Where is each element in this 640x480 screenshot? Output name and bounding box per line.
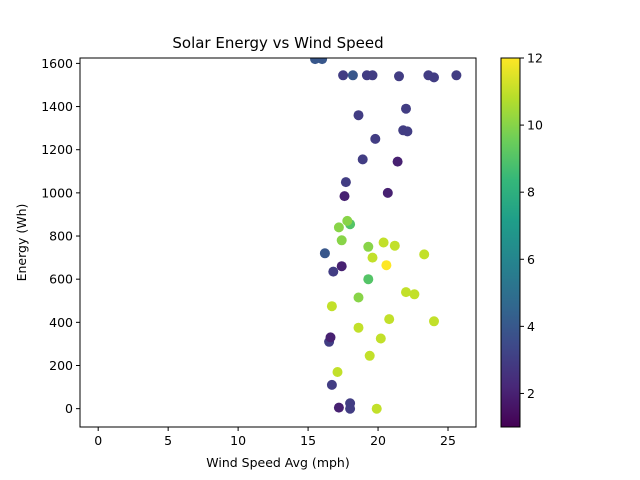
scatter-point-47 xyxy=(328,266,339,277)
colorbar xyxy=(500,57,521,428)
x-axis-label: Wind Speed Avg (mph) xyxy=(206,455,349,470)
scatter-point-8 xyxy=(401,103,411,114)
x-tick-label: 25 xyxy=(440,433,456,448)
y-axis: 0 200 400 600 800 1000 1200 1400 1600 xyxy=(41,56,80,416)
scatter-point-12 xyxy=(370,133,381,144)
scatter-point-50 xyxy=(310,58,321,65)
x-tick-label: 10 xyxy=(230,433,246,448)
y-tick-label: 600 xyxy=(49,272,73,287)
x-tick-label: 5 xyxy=(164,433,172,448)
scatter-point-29 xyxy=(401,287,411,298)
y-tick-label: 0 xyxy=(65,401,73,416)
scatter-point-5 xyxy=(367,70,378,81)
scatter-point-26 xyxy=(381,260,392,271)
scatter-point-28 xyxy=(363,274,374,285)
scatter-point-48 xyxy=(319,248,330,259)
scatter-point-39 xyxy=(371,403,382,414)
scatter-point-23 xyxy=(378,237,389,248)
scatter-point-14 xyxy=(382,187,393,198)
scatter-point-10 xyxy=(402,126,413,137)
scatter-point-25 xyxy=(367,252,378,263)
scatter-point-34 xyxy=(429,316,439,327)
x-tick-label: 20 xyxy=(370,433,386,448)
scatter-point-7 xyxy=(338,70,349,81)
colorbar-tick-label: 6 xyxy=(527,252,535,267)
scatter-point-13 xyxy=(392,156,403,167)
y-tick-label: 400 xyxy=(49,315,73,330)
y-tick-label: 1000 xyxy=(41,185,73,200)
scatter-point-17 xyxy=(339,191,350,202)
scatter-point-3 xyxy=(394,71,404,82)
x-tick-label: 15 xyxy=(300,433,316,448)
scatter-points xyxy=(310,58,462,414)
scatter-point-24 xyxy=(389,240,400,251)
y-tick-label: 200 xyxy=(49,358,73,373)
y-tick-label: 1400 xyxy=(41,99,73,114)
y-tick-label: 800 xyxy=(49,229,73,244)
y-tick-label: 1600 xyxy=(41,56,73,71)
scatter-point-46 xyxy=(336,261,347,272)
scatter-point-37 xyxy=(364,350,375,361)
scatter-point-21 xyxy=(336,235,347,246)
scatter-point-20 xyxy=(333,222,344,233)
colorbar-tick-label: 4 xyxy=(527,319,535,334)
scatter-point-36 xyxy=(375,333,386,344)
scatter-point-35 xyxy=(353,322,364,333)
scatter-point-33 xyxy=(384,314,395,325)
colorbar-tick-label: 8 xyxy=(527,185,535,200)
scatter-point-27 xyxy=(419,249,430,260)
colorbar-tick-label: 10 xyxy=(527,118,543,133)
scatter-point-41 xyxy=(345,403,356,414)
colorbar-tick-label: 2 xyxy=(527,386,535,401)
scatter-point-32 xyxy=(326,301,337,312)
scatter-point-45 xyxy=(325,332,336,343)
x-tick-label: 0 xyxy=(94,433,102,448)
scatter-point-43 xyxy=(333,402,344,413)
scatter-point-16 xyxy=(340,177,351,188)
scatter-point-19 xyxy=(342,215,353,226)
colorbar-tick-label: 12 xyxy=(527,51,543,66)
scatter-point-15 xyxy=(357,154,368,165)
scatter-point-0 xyxy=(451,70,462,81)
y-axis-label: Energy (Wh) xyxy=(14,204,29,282)
plot-frame xyxy=(79,57,477,428)
scatter-point-42 xyxy=(326,379,337,390)
chart-title: Solar Energy vs Wind Speed xyxy=(172,34,383,52)
scatter-point-22 xyxy=(363,241,374,252)
scatter-point-31 xyxy=(353,292,364,303)
y-tick-label: 1200 xyxy=(41,142,73,157)
scatter-point-6 xyxy=(347,70,358,81)
scatter-point-38 xyxy=(332,367,343,377)
x-axis: 0 5 10 15 20 25 xyxy=(94,427,456,448)
scatter-point-30 xyxy=(409,289,420,300)
scatter-point-2 xyxy=(423,70,434,81)
scatter-point-11 xyxy=(353,110,364,121)
colorbar-axis: 2 4 6 8 10 12 xyxy=(520,51,543,401)
